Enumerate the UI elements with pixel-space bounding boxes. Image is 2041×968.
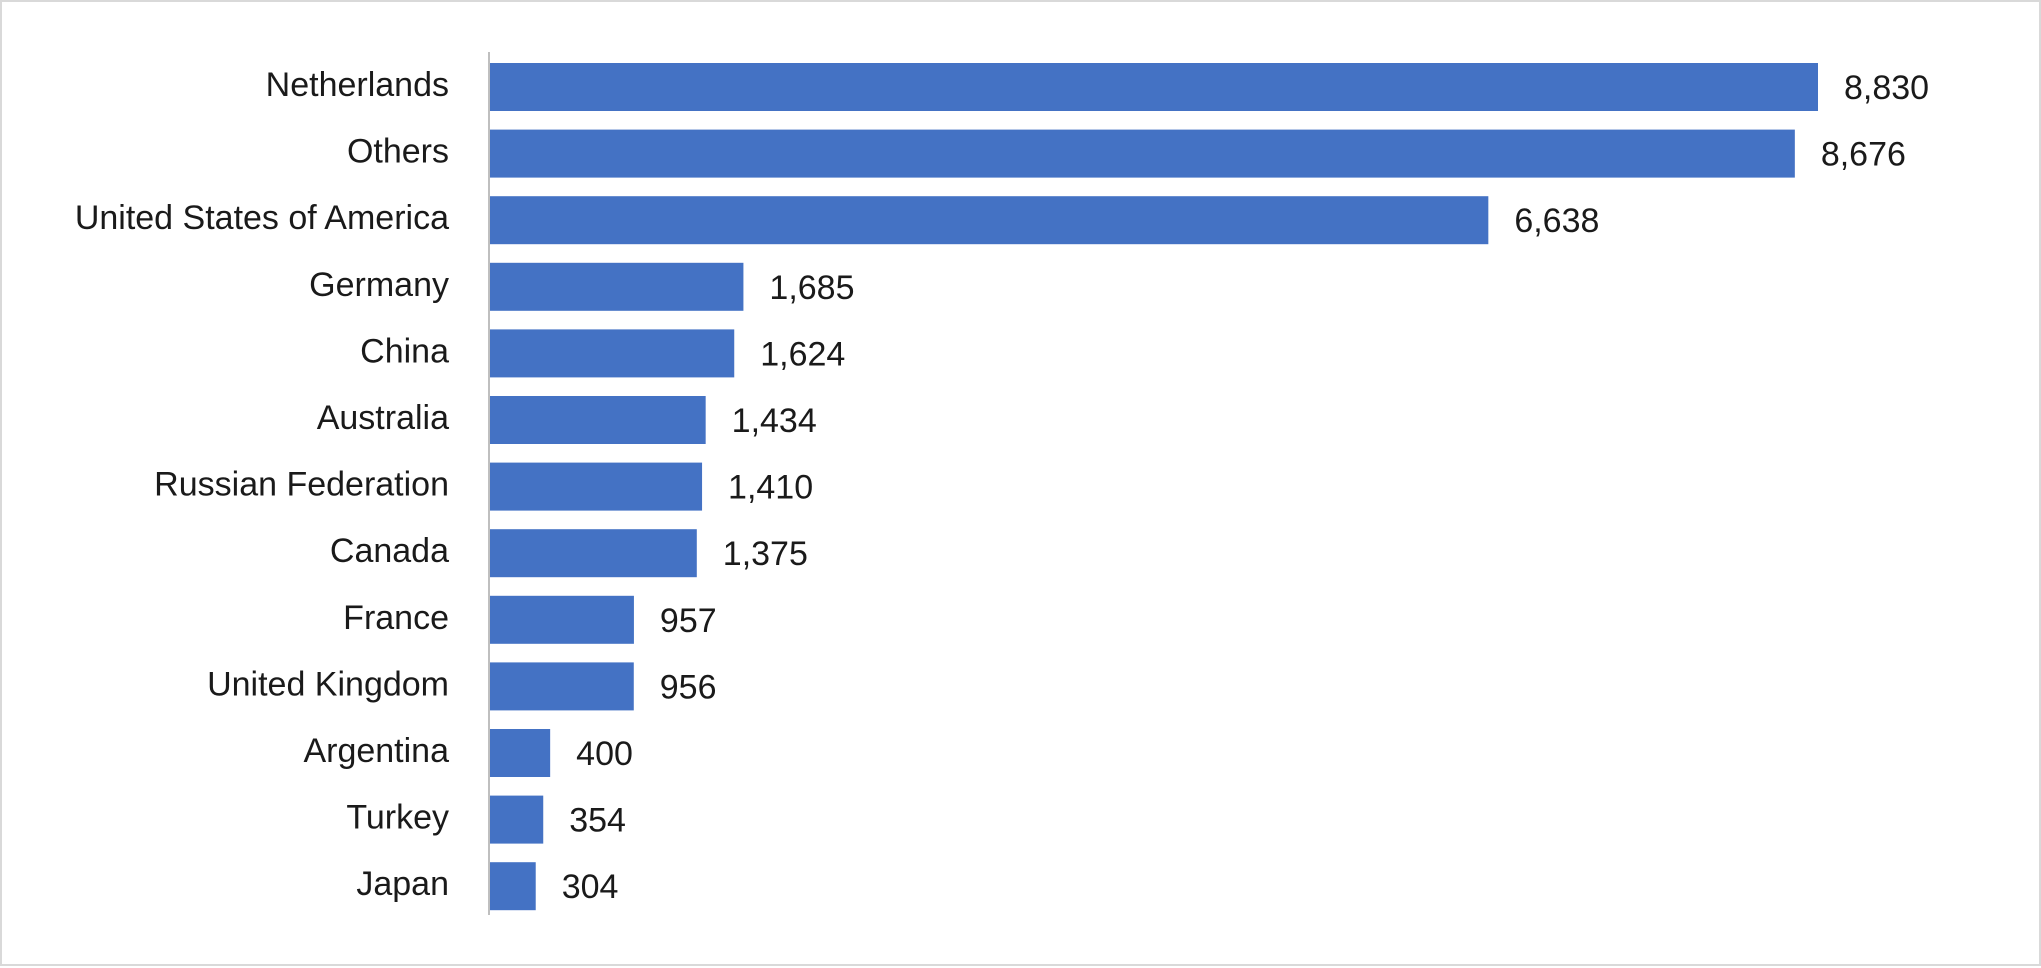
data-label: 1,624 — [760, 335, 845, 373]
category-label: Turkey — [346, 799, 449, 837]
bar — [490, 196, 1489, 245]
data-label: 1,410 — [728, 469, 813, 507]
bar — [490, 462, 703, 511]
category-label: Japan — [356, 865, 449, 903]
bar — [490, 662, 634, 711]
category-label: Russian Federation — [154, 466, 449, 504]
bar — [490, 529, 697, 578]
data-label: 6,638 — [1514, 202, 1599, 240]
bar — [490, 329, 735, 378]
bar — [490, 396, 706, 444]
bar — [490, 262, 744, 311]
data-label: 1,434 — [732, 402, 817, 440]
data-label: 8,830 — [1844, 69, 1929, 107]
category-label: Argentina — [303, 732, 449, 770]
category-label: China — [360, 332, 449, 370]
data-label: 956 — [660, 668, 717, 706]
category-label: Netherlands — [266, 66, 449, 104]
data-label: 8,676 — [1821, 136, 1906, 174]
data-label: 1,375 — [723, 535, 808, 573]
category-label: Australia — [317, 399, 449, 437]
category-label: United States of America — [75, 199, 449, 237]
data-label: 354 — [569, 802, 626, 840]
category-label: Canada — [330, 532, 449, 570]
bar — [490, 729, 551, 777]
data-label: 400 — [576, 735, 633, 773]
bars-layer — [490, 63, 1818, 911]
category-label: Germany — [309, 266, 449, 304]
bar — [490, 862, 536, 911]
bar — [490, 129, 1795, 178]
data-label: 304 — [562, 868, 619, 906]
bar — [490, 595, 634, 644]
category-label: United Kingdom — [207, 665, 449, 703]
bar — [490, 795, 544, 844]
category-label: France — [343, 599, 449, 637]
category-label: Others — [347, 133, 449, 171]
labels-layer: Netherlands 8,830 Others 8,676 United States… — [75, 66, 1929, 906]
data-label: 1,685 — [769, 269, 854, 307]
bar — [490, 63, 1818, 111]
data-label: 957 — [660, 602, 717, 640]
